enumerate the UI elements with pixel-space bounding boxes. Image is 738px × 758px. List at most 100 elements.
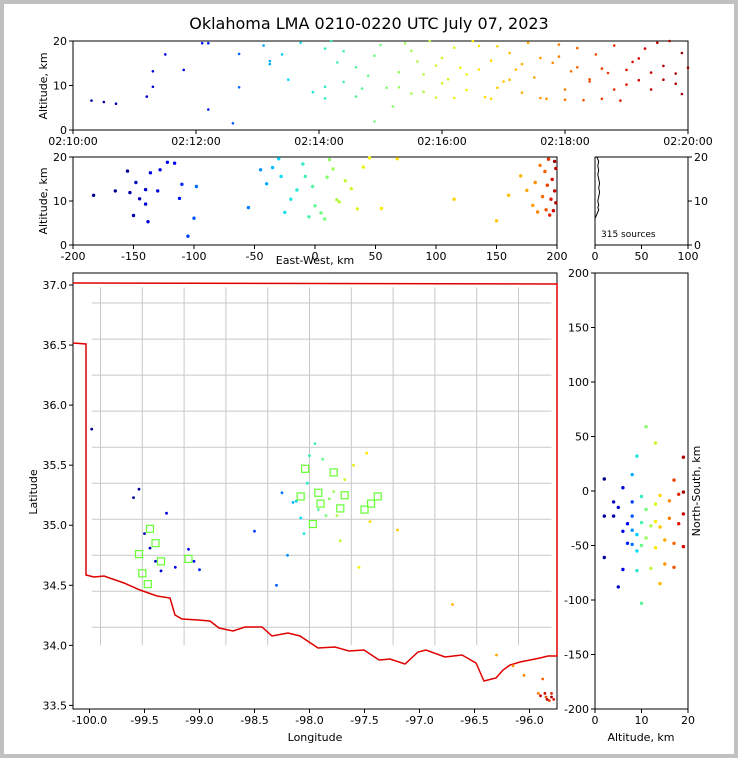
plan-view-point — [543, 692, 547, 695]
ew-altitude-point — [337, 200, 341, 204]
time-altitude-point — [360, 87, 364, 90]
time-altitude-ylabel: Altitude, km — [37, 52, 50, 119]
time-altitude-point — [416, 60, 419, 63]
ew-altitude-point — [277, 157, 281, 161]
lat-tick-label: 34.0 — [43, 639, 68, 652]
altitude-ns-ticks: 0 10 20 -200 -150 -100 -50 0 50 100 150 200 — [564, 267, 695, 727]
alt-ns-y-tick-label: -150 — [564, 649, 589, 662]
altitude-ns-point — [616, 505, 620, 510]
time-altitude-point — [453, 96, 456, 100]
ew-altitude-point — [535, 210, 540, 214]
altitude-ns-point — [602, 514, 606, 518]
time-altitude-point — [662, 78, 665, 81]
time-altitude-point — [453, 46, 456, 49]
time-altitude-point — [643, 47, 647, 50]
time-altitude-point — [323, 85, 327, 89]
ew-altitude-ylabel: Altitude, km — [37, 167, 50, 234]
plan-view-point — [451, 603, 454, 606]
altitude-ns-point — [639, 543, 644, 548]
altitude-ns-point — [635, 532, 639, 537]
altitude-ns-point — [653, 441, 658, 445]
time-altitude-point — [373, 54, 376, 57]
ew-altitude-point — [452, 197, 456, 201]
time-altitude-point — [262, 44, 265, 47]
altitude-ns-point — [625, 522, 630, 526]
plan-view-point — [332, 490, 336, 493]
altitude-ns-point — [630, 472, 634, 477]
time-altitude-point — [545, 97, 548, 101]
lon-tick-label: -97.0 — [405, 714, 433, 727]
altitude-ns-point — [672, 478, 676, 482]
time-altitude-point — [508, 51, 511, 55]
ew-altitude-point — [554, 166, 558, 171]
plan-view-point — [550, 692, 553, 695]
time-altitude-point — [403, 41, 407, 45]
altitude-ns-xlabel: Altitude, km — [607, 731, 674, 744]
time-altitude-point — [299, 41, 302, 45]
time-x-tick-label: 02:14:00 — [294, 135, 343, 148]
time-altitude-point — [489, 97, 493, 101]
time-altitude-point — [588, 80, 591, 83]
hist-y-tick-label: 0 — [694, 239, 701, 252]
ew-altitude-point — [331, 167, 335, 171]
time-altitude-point — [385, 86, 388, 89]
ew-x-tick-label: 200 — [547, 250, 568, 263]
station-square — [156, 557, 166, 566]
ew-altitude-point — [533, 180, 537, 185]
time-altitude-point — [440, 56, 444, 60]
ew-altitude-point — [128, 190, 132, 195]
ew-altitude-panel: -200 -150 -100 -50 0 50 100 150 200 0 10 20 East-We… — [37, 151, 568, 267]
hist-y-tick-label: 10 — [694, 195, 708, 208]
plan-view-point — [173, 565, 177, 569]
station-square — [138, 569, 147, 578]
altitude-ns-point — [663, 538, 667, 542]
alt-ns-y-tick-label: -50 — [571, 540, 589, 553]
station-square — [329, 468, 338, 477]
time-altitude-panel: 02:10:00 02:12:00 02:14:00 02:16:00 02:18:00… — [37, 35, 713, 148]
ew-altitude-point — [506, 193, 511, 197]
station-square — [301, 464, 310, 473]
altitude-histogram-line — [594, 156, 601, 219]
lat-tick-label: 36.5 — [43, 339, 68, 352]
hist-x-tick-label: 50 — [635, 250, 649, 263]
ew-x-tick-label: -50 — [246, 250, 264, 263]
alt-ns-y-tick-label: -100 — [564, 594, 589, 607]
time-altitude-point — [373, 120, 376, 123]
plan-view-xlabel: Longitude — [288, 731, 343, 744]
time-altitude-point — [526, 41, 530, 45]
ew-altitude-point — [525, 188, 529, 193]
ew-x-tick-label: -100 — [182, 250, 207, 263]
lat-tick-label: 37.0 — [43, 279, 68, 292]
ew-altitude-point — [146, 220, 150, 224]
time-altitude-point — [102, 100, 106, 104]
lat-tick-label: 33.5 — [43, 699, 68, 712]
time-altitude-point — [471, 39, 475, 43]
altitude-ns-point — [621, 567, 625, 572]
time-altitude-point — [207, 41, 210, 45]
ew-altitude-point — [270, 165, 275, 170]
ew-altitude-point — [165, 160, 170, 164]
time-altitude-point — [496, 45, 499, 48]
ew-altitude-point — [549, 197, 553, 201]
time-altitude-point — [366, 74, 370, 77]
ew-altitude-point — [540, 194, 545, 199]
plan-view-point — [159, 569, 163, 573]
time-altitude-point — [508, 78, 511, 81]
time-altitude-point — [637, 57, 641, 60]
altitude-ns-panel: 0 10 20 -200 -150 -100 -50 0 50 100 150 200 Altitud… — [564, 267, 703, 744]
time-altitude-point — [686, 66, 690, 69]
time-altitude-point — [465, 73, 468, 76]
altitude-ns-point — [649, 566, 653, 571]
time-x-tick-label: 02:12:00 — [171, 135, 220, 148]
ew-altitude-point — [310, 184, 315, 189]
altitude-ns-point — [625, 541, 630, 545]
time-altitude-point — [649, 71, 653, 74]
ew-altitude-point — [552, 159, 557, 164]
time-altitude-point — [662, 64, 665, 68]
plan-view-point — [165, 511, 168, 515]
time-altitude-point — [520, 91, 524, 94]
altitude-ns-point — [672, 541, 676, 545]
lat-tick-label: 35.5 — [43, 459, 68, 472]
time-altitude-point — [422, 73, 425, 76]
plan-view-point — [545, 698, 549, 701]
